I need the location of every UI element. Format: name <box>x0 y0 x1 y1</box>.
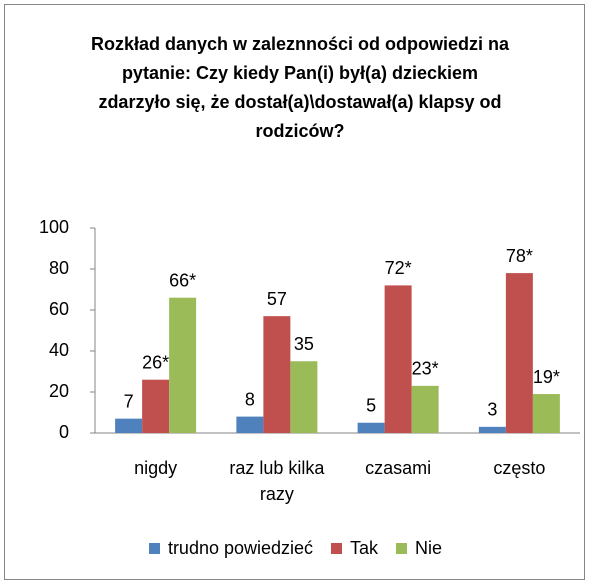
data-label: 19* <box>533 367 560 387</box>
bar <box>290 361 318 433</box>
x-tick-label: raz lub kilka razy <box>229 458 325 504</box>
bar <box>263 316 291 433</box>
legend-swatch <box>148 543 160 554</box>
legend-label: Nie <box>415 538 443 558</box>
chart-border <box>4 4 585 580</box>
bar <box>411 385 439 433</box>
bar <box>357 422 385 433</box>
bar <box>505 273 533 433</box>
bar <box>532 394 560 433</box>
data-label: 5 <box>366 396 376 416</box>
data-label: 72* <box>385 258 412 278</box>
legend-label: Tak <box>350 538 379 558</box>
legend-item: Nie <box>396 538 442 559</box>
legend-swatch <box>331 543 343 554</box>
legend: trudno powiedzieć Tak Nie <box>0 538 591 559</box>
x-tick-label: nigdy <box>134 458 178 478</box>
legend-label: trudno powiedzieć <box>167 538 314 558</box>
data-label: 57 <box>267 289 287 309</box>
legend-swatch <box>396 543 408 554</box>
y-tick-label: 20 <box>49 381 69 401</box>
data-label: 7 <box>124 391 134 411</box>
data-label: 23* <box>412 359 439 379</box>
legend-item: Tak <box>331 538 378 559</box>
data-label: 66* <box>169 270 196 290</box>
y-tick-label: 60 <box>49 299 69 319</box>
bar <box>169 297 197 433</box>
bar <box>236 416 264 433</box>
y-tick-label: 80 <box>49 258 69 278</box>
y-tick-label: 0 <box>59 422 69 442</box>
chart-title: Rozkład danych w zaleznności od odpowied… <box>90 34 510 141</box>
y-tick-label: 40 <box>49 340 69 360</box>
y-tick-label: 100 <box>39 217 69 237</box>
data-label: 78* <box>506 246 533 266</box>
data-label: 8 <box>245 389 255 409</box>
bar <box>115 418 143 433</box>
bar <box>478 426 506 433</box>
data-label: 35 <box>294 334 314 354</box>
bar <box>384 285 412 433</box>
legend-item: trudno powiedzieć <box>148 538 314 559</box>
data-label: 26* <box>142 352 169 372</box>
x-tick-label: czasami <box>365 458 432 478</box>
x-tick-label: często <box>493 458 546 478</box>
data-label: 3 <box>487 400 497 420</box>
bar <box>142 379 170 433</box>
